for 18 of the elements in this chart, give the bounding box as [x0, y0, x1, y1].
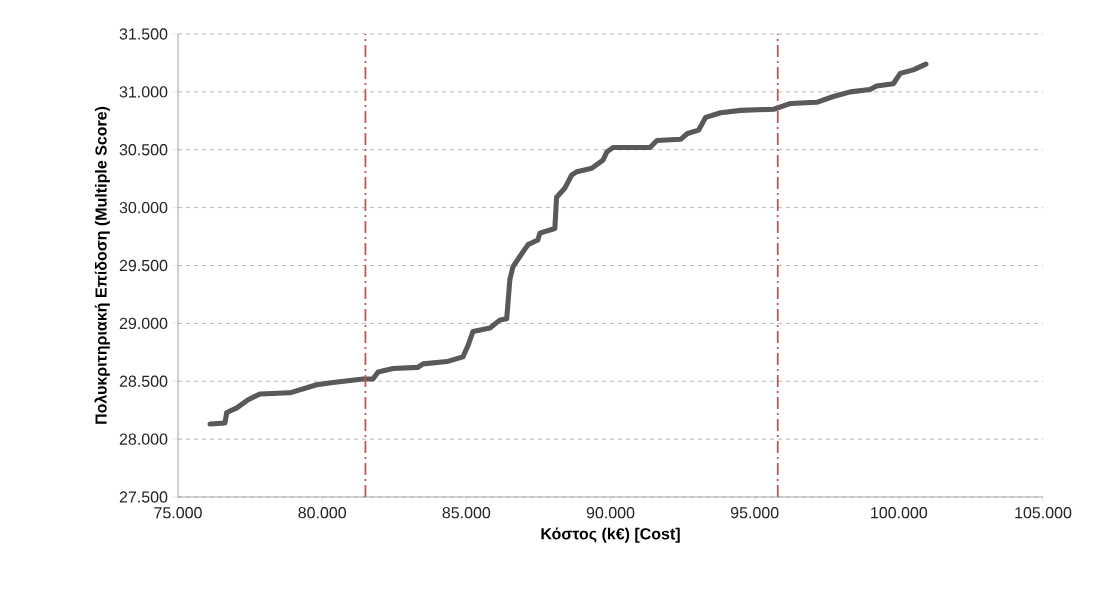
y-tick-label: 31.000: [119, 86, 168, 98]
y-tick-label: 28.500: [119, 375, 168, 387]
x-tick-label: 90.000: [586, 507, 635, 519]
y-tick-label: 30.500: [119, 144, 168, 156]
y-tick-label: 30.000: [119, 201, 168, 214]
x-tick-label: 80.000: [298, 507, 347, 519]
x-tick-label: 100.000: [871, 507, 928, 519]
y-tick-label: 27.500: [119, 491, 168, 503]
y-tick-label: 31.500: [119, 28, 168, 40]
x-tick-label: 105.000: [1015, 507, 1072, 519]
x-tick-label: 75.000: [154, 507, 202, 519]
y-axis-title: Πολυκριτηριακή Επίδοση (Multiple Score): [94, 106, 110, 424]
x-tick-label: 85.000: [442, 507, 491, 519]
y-tick-label: 29.500: [119, 259, 168, 272]
x-tick-label: 95.000: [730, 507, 779, 519]
y-tick-label: 29.000: [119, 317, 168, 330]
y-tick-label: 28.000: [119, 433, 168, 445]
x-axis-title: Κόστος (k€) [Cost]: [541, 527, 680, 543]
